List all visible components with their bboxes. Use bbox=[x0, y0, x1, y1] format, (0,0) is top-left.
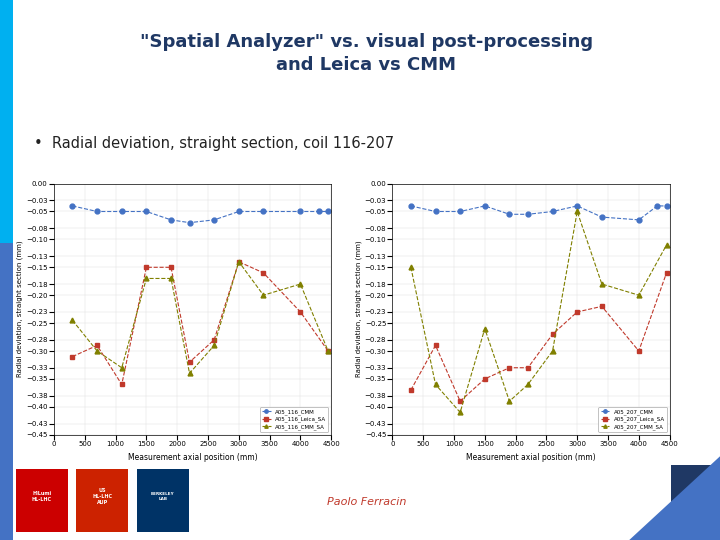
X-axis label: Measurement axial position (mm): Measurement axial position (mm) bbox=[466, 453, 596, 462]
A05_116_CMM_SA bbox=[167, 275, 176, 282]
A05_207_Leica_SA bbox=[480, 376, 489, 382]
A05_207_Leica_SA bbox=[523, 364, 532, 371]
A05_207_Leica_SA bbox=[505, 364, 514, 371]
A05_116_Leica_SA bbox=[68, 353, 77, 360]
A05_207_Leica_SA bbox=[431, 342, 440, 349]
A05_207_CMM_SA bbox=[431, 381, 440, 388]
X-axis label: Measurement axial position (mm): Measurement axial position (mm) bbox=[127, 453, 258, 462]
A05_116_CMM_SA bbox=[93, 348, 102, 354]
A05_207_CMM_SA bbox=[598, 281, 606, 287]
A05_207_CMM bbox=[523, 211, 532, 218]
A05_207_Leica_SA bbox=[598, 303, 606, 309]
Bar bbox=[76, 469, 128, 531]
A05_207_Leica_SA bbox=[634, 348, 643, 354]
A05_116_Leica_SA bbox=[142, 264, 150, 271]
A05_116_Leica_SA bbox=[167, 264, 176, 271]
Y-axis label: Radial deviation, straight section (mm): Radial deviation, straight section (mm) bbox=[355, 241, 361, 377]
Legend: A05_116_CMM, A05_116_Leica_SA, A05_116_CMM_SA: A05_116_CMM, A05_116_Leica_SA, A05_116_C… bbox=[260, 407, 328, 432]
A05_116_Leica_SA bbox=[117, 381, 126, 388]
Line: A05_207_Leica_SA: A05_207_Leica_SA bbox=[408, 271, 669, 404]
A05_116_CMM_SA bbox=[259, 292, 268, 299]
Line: A05_116_CMM: A05_116_CMM bbox=[70, 204, 330, 225]
Polygon shape bbox=[629, 456, 720, 540]
A05_116_CMM bbox=[315, 208, 323, 215]
A05_207_CMM bbox=[653, 202, 662, 209]
A05_207_CMM_SA bbox=[573, 208, 582, 215]
A05_207_CMM bbox=[548, 208, 557, 215]
Line: A05_207_CMM_SA: A05_207_CMM_SA bbox=[408, 209, 669, 415]
A05_207_CMM_SA bbox=[634, 292, 643, 299]
Text: "Spatial Analyzer" vs. visual post-processing
and Leica vs CMM: "Spatial Analyzer" vs. visual post-proce… bbox=[140, 32, 593, 75]
A05_116_Leica_SA bbox=[235, 259, 243, 265]
A05_116_CMM bbox=[185, 219, 194, 226]
A05_116_Leica_SA bbox=[185, 359, 194, 366]
A05_116_CMM bbox=[117, 208, 126, 215]
Text: US
HL-LHC
AUP: US HL-LHC AUP bbox=[92, 488, 112, 505]
Legend: A05_207_CMM, A05_207_Leica_SA, A05_207_CMM_SA: A05_207_CMM, A05_207_Leica_SA, A05_207_C… bbox=[598, 407, 667, 432]
A05_207_CMM bbox=[573, 202, 582, 209]
A05_116_CMM_SA bbox=[324, 348, 333, 354]
Line: A05_116_CMM_SA: A05_116_CMM_SA bbox=[70, 259, 330, 376]
A05_116_CMM_SA bbox=[235, 259, 243, 265]
A05_116_CMM_SA bbox=[117, 364, 126, 371]
A05_207_Leica_SA bbox=[573, 309, 582, 315]
A05_116_CMM_SA bbox=[142, 275, 150, 282]
A05_116_CMM bbox=[324, 208, 333, 215]
Bar bbox=[0, 243, 13, 540]
A05_207_CMM_SA bbox=[662, 242, 671, 248]
A05_207_CMM_SA bbox=[480, 326, 489, 332]
A05_207_CMM bbox=[456, 208, 464, 215]
Text: •  Radial deviation, straight section, coil 116-207: • Radial deviation, straight section, co… bbox=[34, 136, 395, 151]
A05_207_CMM bbox=[480, 202, 489, 209]
Text: 25: 25 bbox=[684, 491, 703, 505]
A05_116_CMM bbox=[142, 208, 150, 215]
A05_116_CMM bbox=[296, 208, 305, 215]
Line: A05_207_CMM: A05_207_CMM bbox=[408, 204, 669, 222]
A05_207_CMM_SA bbox=[505, 398, 514, 404]
Text: Paolo Ferracin: Paolo Ferracin bbox=[327, 497, 406, 508]
A05_116_Leica_SA bbox=[324, 348, 333, 354]
A05_116_CMM_SA bbox=[68, 317, 77, 323]
Bar bbox=[670, 464, 716, 536]
Bar bbox=[16, 469, 68, 531]
A05_207_CMM_SA bbox=[456, 409, 464, 416]
Line: A05_116_Leica_SA: A05_116_Leica_SA bbox=[70, 259, 330, 387]
Bar bbox=[137, 469, 189, 531]
A05_116_CMM_SA bbox=[185, 370, 194, 376]
A05_207_CMM_SA bbox=[407, 264, 415, 271]
A05_207_CMM bbox=[431, 208, 440, 215]
A05_116_CMM bbox=[235, 208, 243, 215]
A05_116_CMM_SA bbox=[296, 281, 305, 287]
A05_207_CMM bbox=[505, 211, 514, 218]
A05_116_Leica_SA bbox=[296, 309, 305, 315]
A05_116_CMM bbox=[93, 208, 102, 215]
A05_116_CMM_SA bbox=[210, 342, 218, 349]
A05_207_CMM_SA bbox=[523, 381, 532, 388]
A05_207_CMM bbox=[598, 214, 606, 220]
A05_116_CMM bbox=[210, 217, 218, 223]
A05_207_Leica_SA bbox=[407, 387, 415, 393]
A05_207_Leica_SA bbox=[548, 331, 557, 338]
A05_116_Leica_SA bbox=[210, 336, 218, 343]
A05_116_Leica_SA bbox=[93, 342, 102, 349]
A05_116_Leica_SA bbox=[259, 269, 268, 276]
A05_207_CMM bbox=[407, 202, 415, 209]
A05_116_CMM bbox=[259, 208, 268, 215]
Bar bbox=[0, 0, 13, 243]
A05_207_Leica_SA bbox=[662, 269, 671, 276]
A05_116_CMM bbox=[167, 217, 176, 223]
A05_207_Leica_SA bbox=[456, 398, 464, 404]
A05_207_CMM bbox=[662, 202, 671, 209]
A05_207_CMM_SA bbox=[548, 348, 557, 354]
Y-axis label: Radial deviation, straight section (mm): Radial deviation, straight section (mm) bbox=[17, 241, 23, 377]
A05_207_CMM bbox=[634, 217, 643, 223]
Text: BERKELEY
LAB: BERKELEY LAB bbox=[151, 492, 174, 501]
Text: HiLumi
HL-LHC: HiLumi HL-LHC bbox=[32, 491, 52, 502]
A05_116_CMM bbox=[68, 202, 77, 209]
